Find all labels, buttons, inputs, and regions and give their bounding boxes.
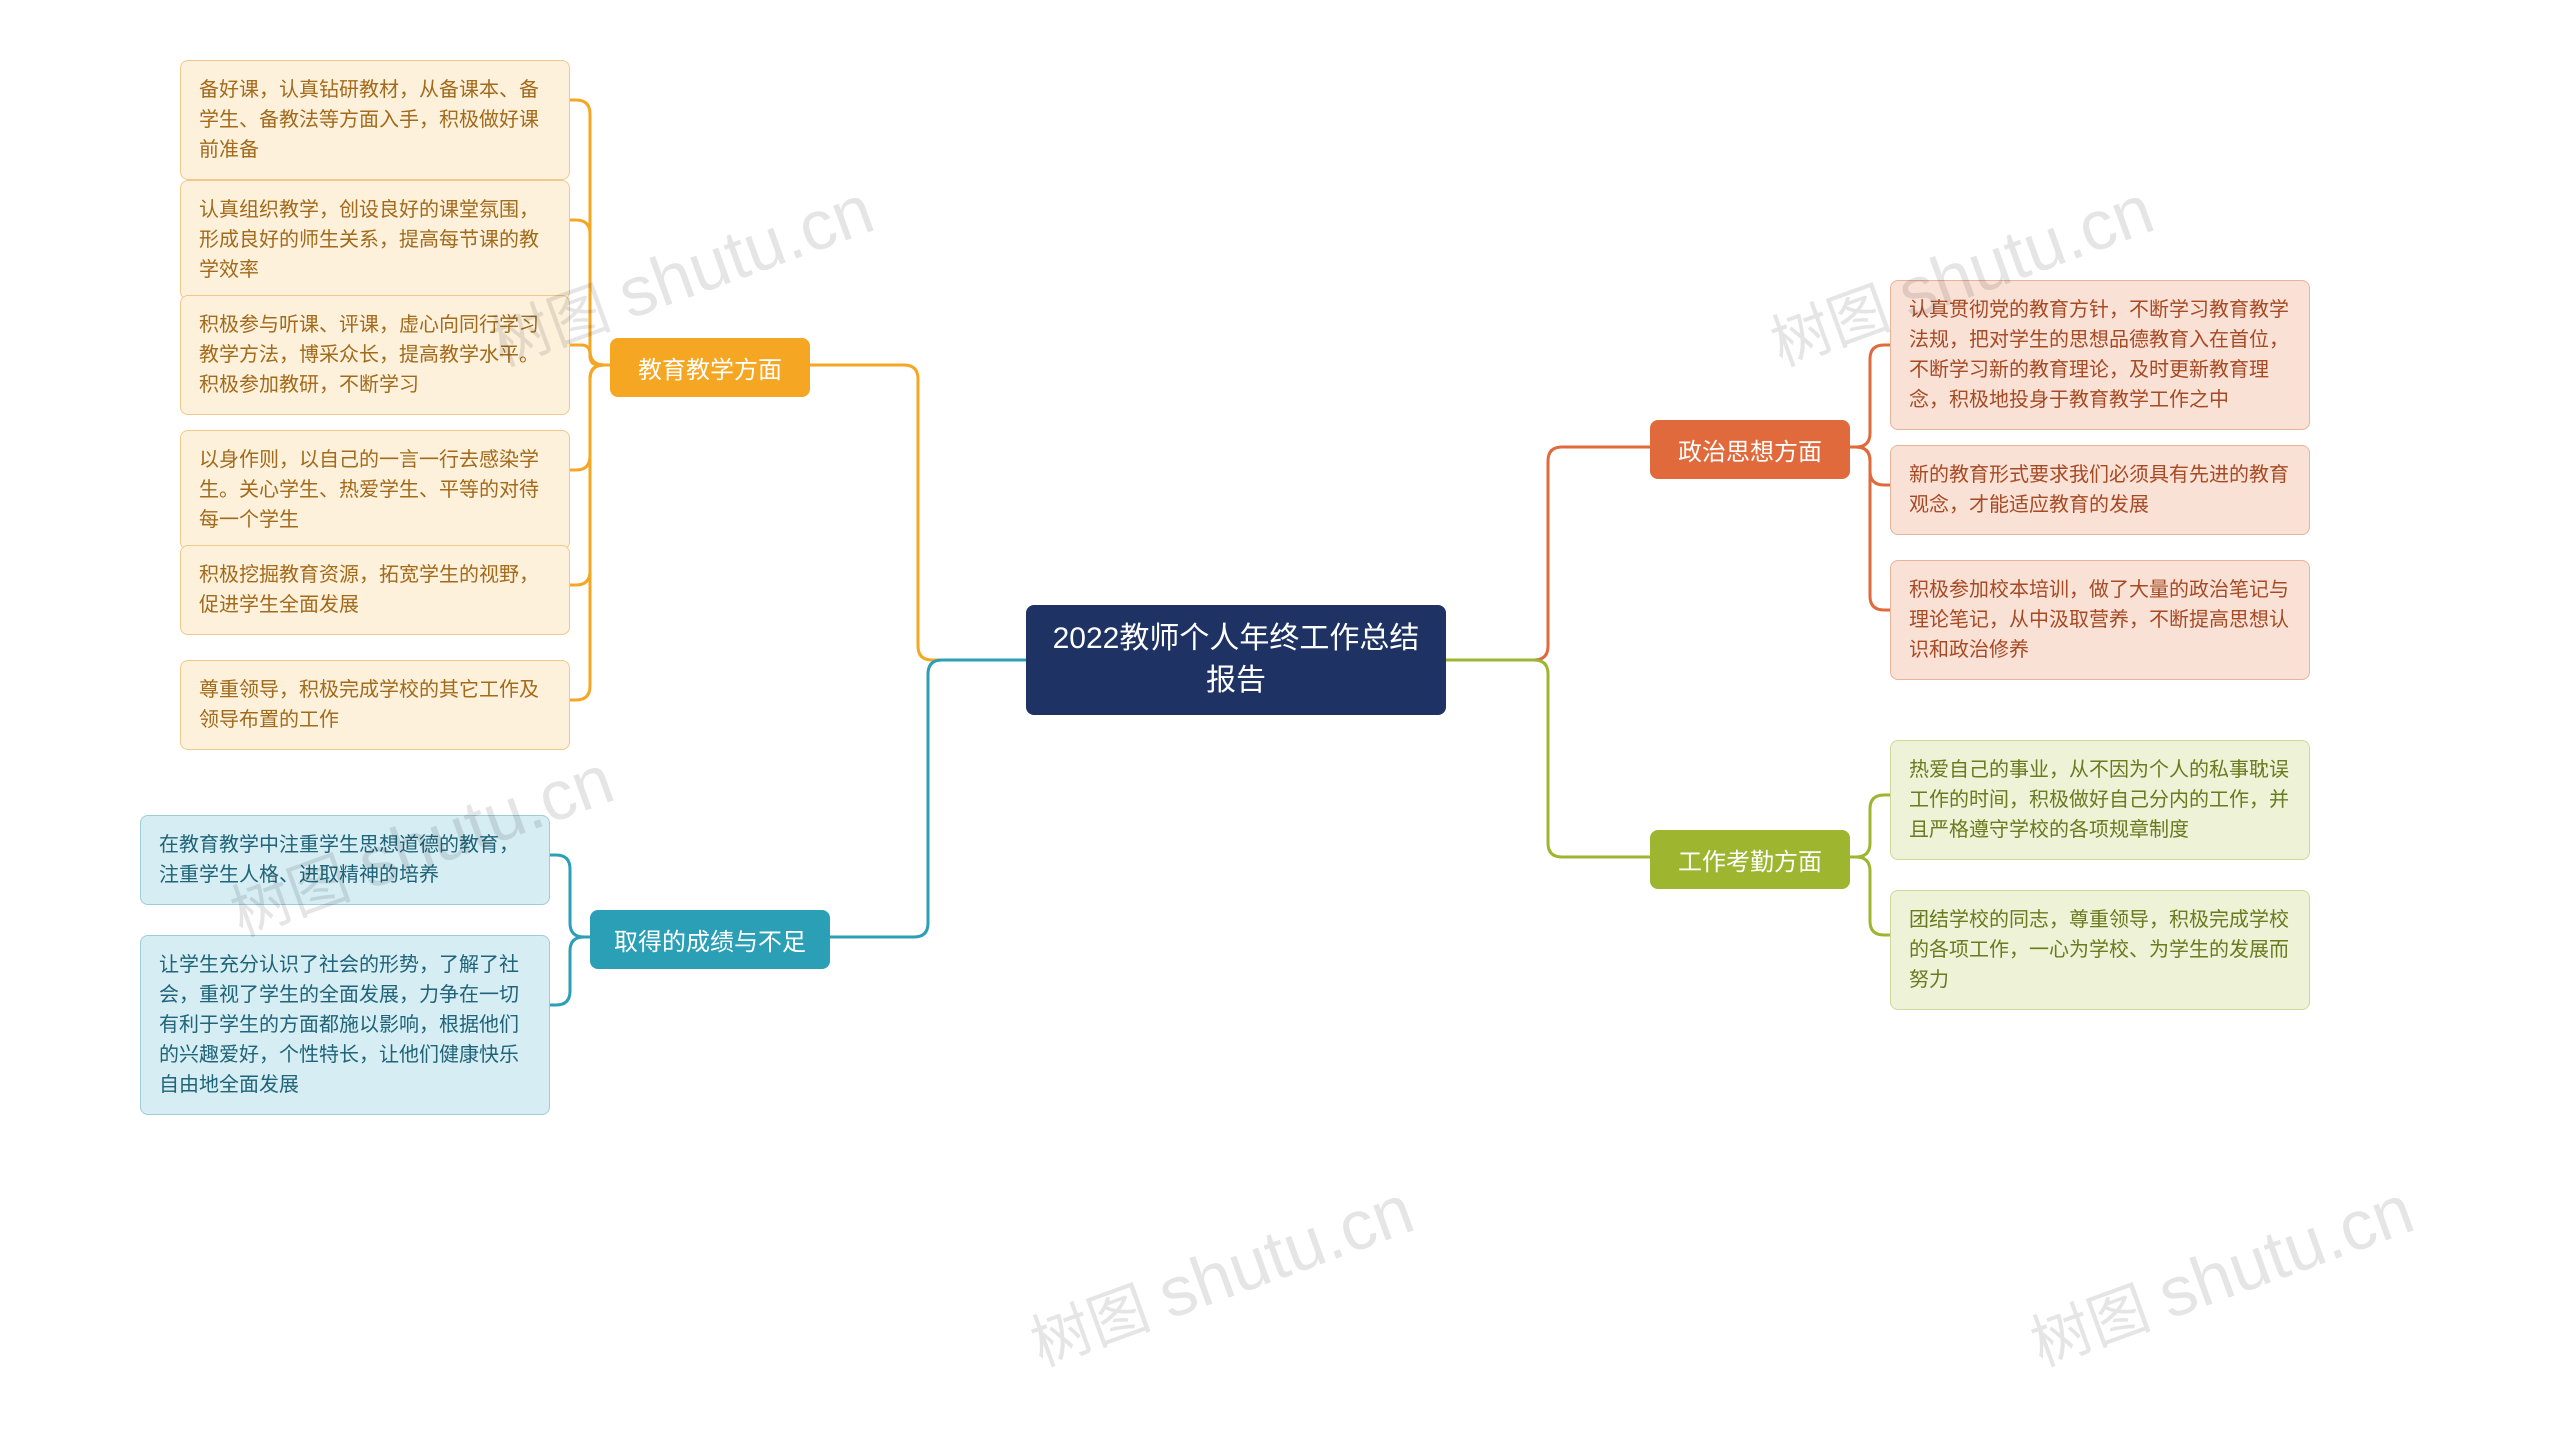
branch-edu[interactable]: 教育教学方面 [610,338,810,397]
leaf-politics-2-label: 积极参加校本培训，做了大量的政治笔记与理论笔记，从中汲取营养，不断提高思想认识和… [1909,575,2291,665]
leaf-edu-2-label: 积极参与听课、评课，虚心向同行学习教学方法，博采众长，提高教学水平。积极参加教研… [199,310,551,400]
leaf-edu-4[interactable]: 积极挖掘教育资源，拓宽学生的视野，促进学生全面发展 [180,545,570,635]
leaf-achieve-0[interactable]: 在教育教学中注重学生思想道德的教育，注重学生人格、进取精神的培养 [140,815,550,905]
leaf-politics-2[interactable]: 积极参加校本培训，做了大量的政治笔记与理论笔记，从中汲取营养，不断提高思想认识和… [1890,560,2310,680]
leaf-edu-0-label: 备好课，认真钻研教材，从备课本、备学生、备教法等方面入手，积极做好课前准备 [199,75,551,165]
branch-politics[interactable]: 政治思想方面 [1650,420,1850,479]
leaf-politics-0-label: 认真贯彻党的教育方针，不断学习教育教学法规，把对学生的思想品德教育入在首位，不断… [1909,295,2291,415]
leaf-work-0-label: 热爱自己的事业，从不因为个人的私事耽误工作的时间，积极做好自己分内的工作，并且严… [1909,755,2291,845]
leaf-politics-1-label: 新的教育形式要求我们必须具有先进的教育观念，才能适应教育的发展 [1909,460,2291,520]
watermark-text-url: shutu.cn [2148,1170,2423,1334]
leaf-achieve-1[interactable]: 让学生充分认识了社会的形势，了解了社会，重视了学生的全面发展，力争在一切有利于学… [140,935,550,1115]
center-node-label: 2022教师个人年终工作总结报告 [1042,618,1430,702]
watermark-4: 树图 shutu.cn [2017,1164,2424,1383]
leaf-edu-3[interactable]: 以身作则，以自己的一言一行去感染学生。关心学生、热爱学生、平等的对待每一个学生 [180,430,570,550]
leaf-work-1-label: 团结学校的同志，尊重领导，积极完成学校的各项工作，一心为学校、为学生的发展而努力 [1909,905,2291,995]
leaf-edu-3-label: 以身作则，以自己的一言一行去感染学生。关心学生、热爱学生、平等的对待每一个学生 [199,445,551,535]
branch-work[interactable]: 工作考勤方面 [1650,830,1850,889]
leaf-work-1[interactable]: 团结学校的同志，尊重领导，积极完成学校的各项工作，一心为学校、为学生的发展而努力 [1890,890,2310,1010]
branch-edu-label: 教育教学方面 [638,350,782,385]
watermark-text-url: shutu.cn [1148,1170,1423,1334]
leaf-work-0[interactable]: 热爱自己的事业，从不因为个人的私事耽误工作的时间，积极做好自己分内的工作，并且严… [1890,740,2310,860]
leaf-edu-5-label: 尊重领导，积极完成学校的其它工作及领导布置的工作 [199,675,551,735]
leaf-politics-0[interactable]: 认真贯彻党的教育方针，不断学习教育教学法规，把对学生的思想品德教育入在首位，不断… [1890,280,2310,430]
watermark-text-cn: 树图 [1022,1269,1173,1379]
leaf-edu-5[interactable]: 尊重领导，积极完成学校的其它工作及领导布置的工作 [180,660,570,750]
leaf-politics-1[interactable]: 新的教育形式要求我们必须具有先进的教育观念，才能适应教育的发展 [1890,445,2310,535]
leaf-achieve-1-label: 让学生充分认识了社会的形势，了解了社会，重视了学生的全面发展，力争在一切有利于学… [159,950,531,1100]
watermark-text-cn: 树图 [2022,1269,2173,1379]
leaf-edu-1[interactable]: 认真组织教学，创设良好的课堂氛围，形成良好的师生关系，提高每节课的教学效率 [180,180,570,300]
leaf-edu-0[interactable]: 备好课，认真钻研教材，从备课本、备学生、备教法等方面入手，积极做好课前准备 [180,60,570,180]
leaf-edu-1-label: 认真组织教学，创设良好的课堂氛围，形成良好的师生关系，提高每节课的教学效率 [199,195,551,285]
watermark-3: 树图 shutu.cn [1017,1164,1424,1383]
branch-achieve[interactable]: 取得的成绩与不足 [590,910,830,969]
center-node[interactable]: 2022教师个人年终工作总结报告 [1026,605,1446,715]
branch-politics-label: 政治思想方面 [1678,432,1822,467]
leaf-edu-4-label: 积极挖掘教育资源，拓宽学生的视野，促进学生全面发展 [199,560,551,620]
leaf-edu-2[interactable]: 积极参与听课、评课，虚心向同行学习教学方法，博采众长，提高教学水平。积极参加教研… [180,295,570,415]
watermark-text-url: shutu.cn [608,170,883,334]
branch-work-label: 工作考勤方面 [1678,842,1822,877]
leaf-achieve-0-label: 在教育教学中注重学生思想道德的教育，注重学生人格、进取精神的培养 [159,830,531,890]
branch-achieve-label: 取得的成绩与不足 [614,922,806,957]
